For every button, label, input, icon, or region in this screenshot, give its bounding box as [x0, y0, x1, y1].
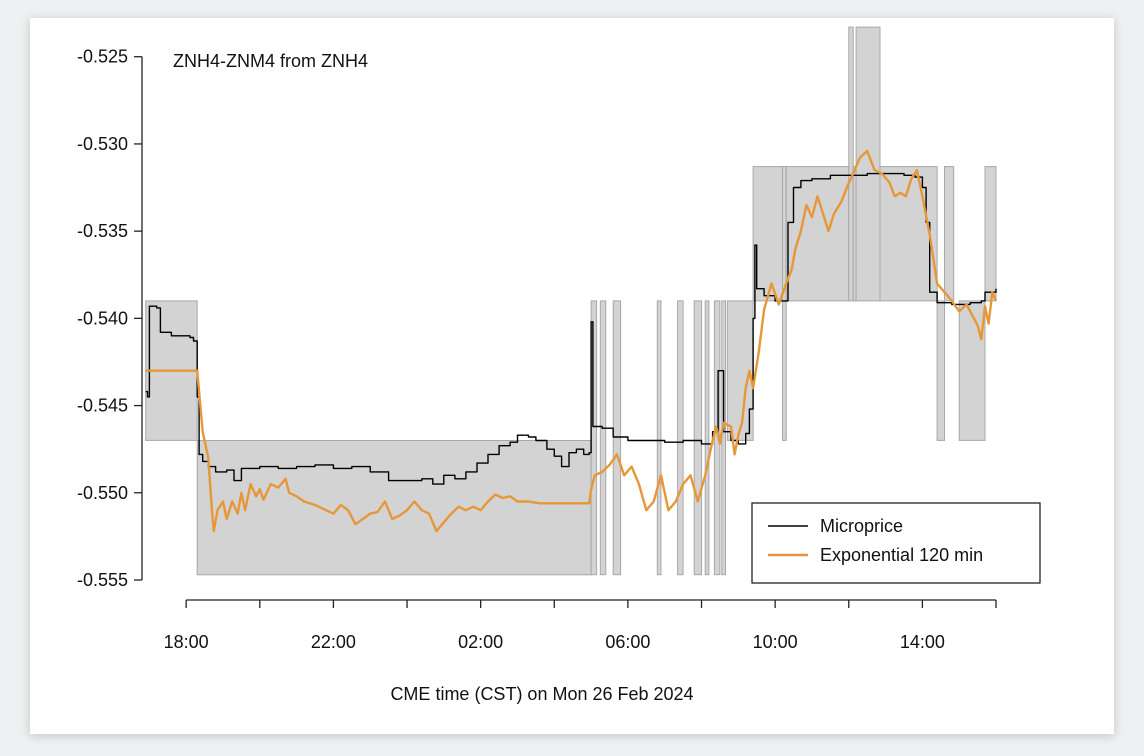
bid-ask-band	[984, 166, 997, 302]
y-tick-label: -0.555	[77, 570, 128, 590]
y-tick-label: -0.550	[77, 483, 128, 503]
bid-ask-band	[612, 300, 622, 576]
chart-card: -0.555 -0.550 -0.545 -0.540 -0.535 -0.530 -0.5…	[30, 18, 1114, 734]
bid-ask-bands	[145, 26, 997, 576]
axes: -0.555 -0.550 -0.545 -0.540 -0.535 -0.530 -0.5…	[77, 47, 997, 652]
y-tick-label: -0.545	[77, 396, 128, 416]
bid-ask-band	[704, 300, 710, 576]
x-tick-label: 14:00	[900, 632, 945, 652]
bid-ask-band	[196, 440, 592, 576]
bid-ask-band	[752, 166, 783, 302]
series-line-exponential	[145, 149, 998, 533]
legend: Microprice Exponential 120 min	[751, 502, 1041, 584]
bid-ask-band	[936, 300, 945, 441]
y-tick-label: -0.530	[77, 134, 128, 154]
bid-ask-band	[656, 300, 662, 576]
chart-svg: -0.555 -0.550 -0.545 -0.540 -0.535 -0.530 -0.5…	[77, 26, 1041, 704]
bid-ask-band	[848, 26, 854, 302]
series-line-microprice	[145, 172, 997, 485]
x-tick-label: 06:00	[605, 632, 650, 652]
y-tick-label: -0.535	[77, 221, 128, 241]
bid-ask-band	[599, 300, 607, 576]
bid-ask-band	[855, 26, 881, 302]
bid-ask-band	[693, 300, 703, 576]
bid-ask-band	[944, 166, 955, 302]
x-tick-label: 10:00	[753, 632, 798, 652]
series-layer	[145, 149, 998, 533]
bid-ask-band	[958, 300, 986, 441]
legend-label-exponential: Exponential 120 min	[820, 545, 983, 565]
x-tick-label: 02:00	[458, 632, 503, 652]
bid-ask-band	[590, 300, 598, 576]
bid-ask-band	[785, 166, 850, 302]
bid-ask-band	[721, 300, 726, 576]
legend-box	[751, 502, 1041, 584]
x-tick-label: 22:00	[311, 632, 356, 652]
chart-title: ZNH4-ZNM4 from ZNH4	[173, 51, 368, 71]
y-tick-label: -0.525	[77, 47, 128, 67]
y-tick-label: -0.540	[77, 308, 128, 328]
x-axis-label: CME time (CST) on Mon 26 Feb 2024	[390, 684, 693, 704]
bid-ask-band	[782, 166, 787, 441]
legend-label-microprice: Microprice	[820, 516, 903, 536]
x-tick-label: 18:00	[164, 632, 209, 652]
bid-ask-band	[677, 300, 684, 576]
